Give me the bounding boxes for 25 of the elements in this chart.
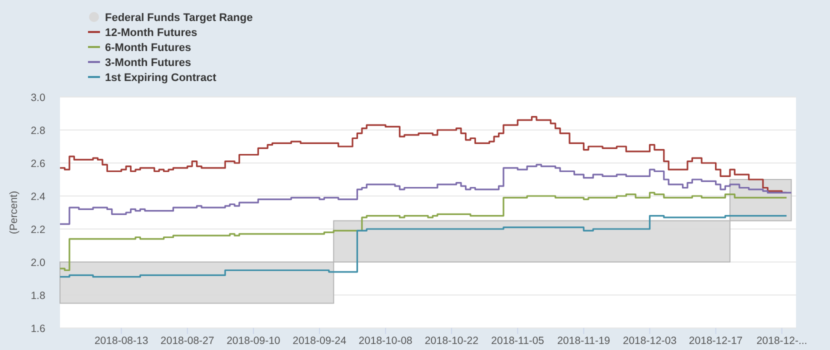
x-tick-label: 2018-10-22: [424, 335, 479, 347]
y-tick-label: 1.6: [30, 323, 46, 335]
legend-label: Federal Funds Target Range: [105, 12, 253, 24]
y-tick-label: 2.4: [30, 191, 46, 203]
x-tick-label: 2018-11-05: [491, 335, 544, 347]
y-tick-label: 1.8: [30, 290, 46, 302]
x-tick-label: 2018-08-13: [94, 335, 148, 347]
legend-label: 3-Month Futures: [105, 57, 192, 69]
y-tick-label: 2.6: [30, 158, 46, 170]
x-tick-label: 2018-12-...: [756, 335, 808, 347]
legend-label: 12-Month Futures: [105, 27, 198, 39]
y-tick-label: 2.2: [30, 224, 46, 236]
legend-label: 6-Month Futures: [105, 42, 192, 54]
y-tick-label: 2.8: [30, 125, 46, 137]
x-tick-label: 2018-09-10: [226, 335, 280, 347]
legend-label: 1st Expiring Contract: [105, 72, 217, 84]
y-tick-label: 3.0: [30, 92, 46, 104]
x-tick-label: 2018-12-17: [688, 335, 743, 347]
y-axis-title: (Percent): [8, 190, 20, 234]
y-tick-label: 2.0: [30, 257, 46, 269]
x-tick-label: 2018-08-27: [160, 335, 214, 347]
x-tick-label: 2018-12-03: [622, 335, 677, 347]
x-tick-label: 2018-09-24: [292, 335, 346, 347]
x-tick-label: 2018-11-19: [557, 335, 610, 347]
x-tick-label: 2018-10-08: [358, 335, 413, 347]
